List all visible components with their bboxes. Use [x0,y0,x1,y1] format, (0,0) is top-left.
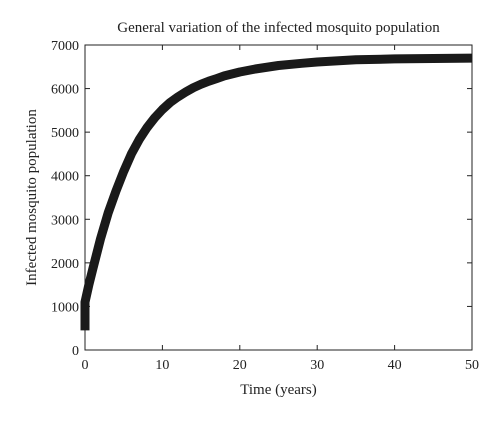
y-tick-label: 7000 [51,39,79,54]
x-tick-label: 40 [388,358,402,373]
x-tick-label: 20 [233,358,247,373]
x-axis: 0 10 20 30 40 50 [82,45,479,373]
x-tick-label: 50 [465,358,479,373]
y-tick-label: 5000 [51,126,79,141]
y-tick-label: 3000 [51,213,79,228]
series-line [80,53,473,331]
y-tick-label: 6000 [51,83,79,98]
series-layer [80,53,473,331]
x-tick-label: 30 [310,358,324,373]
plot-frame [84,44,473,351]
y-tick-label: 1000 [51,300,79,315]
chart-title: General variation of the infected mosqui… [117,20,440,36]
y-tick-label: 4000 [51,170,79,185]
x-axis-label: Time (years) [240,382,317,398]
y-axis-label: Infected mosquito population [24,109,40,286]
x-tick-label: 10 [155,358,169,373]
x-tick-label: 0 [82,358,89,373]
y-tick-label: 0 [72,344,79,359]
y-axis: 0 1000 2000 3000 4000 5000 6000 7000 [51,39,472,359]
y-tick-label: 2000 [51,257,79,272]
